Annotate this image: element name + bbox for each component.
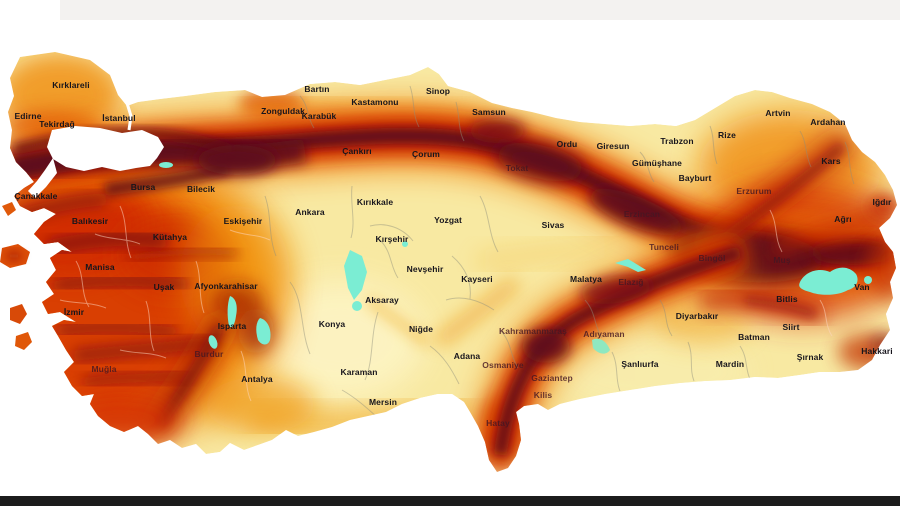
province-label: Niğde <box>409 324 433 334</box>
province-label: Muğla <box>91 364 116 374</box>
lake-tuz-south-shape <box>352 301 362 311</box>
province-label: Afyonkarahisar <box>194 281 258 291</box>
hazard-west-streaks <box>17 192 274 446</box>
province-label: Gümüşhane <box>632 158 682 168</box>
lake-egirdir-shape <box>227 296 237 328</box>
province-label: Tunceli <box>649 242 679 252</box>
letterbox-bar <box>0 496 900 506</box>
lake-tuz-shape <box>344 250 367 300</box>
marmara-sea <box>28 102 164 198</box>
aegean-islands <box>0 202 32 350</box>
province-label: Kütahya <box>153 232 187 242</box>
province-label: Hakkari <box>861 346 892 356</box>
province-label: Sivas <box>542 220 565 230</box>
province-label: Kayseri <box>461 274 492 284</box>
lake-ataturk-reservoir-shape <box>592 338 610 354</box>
province-label: Erzurum <box>736 186 772 196</box>
province-label: Trabzon <box>660 136 693 146</box>
province-label: Tekirdağ <box>39 119 75 129</box>
lake-burdur-shape <box>208 335 218 349</box>
province-label: Adana <box>454 351 481 361</box>
province-label: Yozgat <box>434 215 462 225</box>
province-borders <box>59 85 855 418</box>
province-label: İzmir <box>64 307 85 317</box>
province-label: İstanbul <box>102 113 135 123</box>
province-label: Kırıkkale <box>357 197 394 207</box>
province-label: Malatya <box>570 274 602 284</box>
province-label: Ordu <box>557 139 578 149</box>
province-label: Diyarbakır <box>676 311 719 321</box>
province-label: Isparta <box>218 321 247 331</box>
province-label: Elazığ <box>618 277 643 287</box>
lake-hirfanli-shape <box>402 241 408 247</box>
lake-beysehir-shape <box>256 318 271 345</box>
province-label: Hatay <box>486 418 510 428</box>
province-label: Adıyaman <box>583 329 624 339</box>
province-label: Burdur <box>195 349 225 359</box>
lakes <box>159 118 881 354</box>
province-label: Zonguldak <box>261 106 305 116</box>
province-label: Mardin <box>716 359 744 369</box>
province-label: Çorum <box>412 149 440 159</box>
province-label: Bursa <box>131 182 156 192</box>
province-label: Artvin <box>765 108 790 118</box>
province-label: Tokat <box>506 163 529 173</box>
province-label: Rize <box>718 130 736 140</box>
province-label: Kırklareli <box>52 80 89 90</box>
province-label: Kars <box>821 156 840 166</box>
province-label: Bingöl <box>698 253 725 263</box>
province-label: Uşak <box>154 282 175 292</box>
province-label: Van <box>854 282 869 292</box>
province-label: Kastamonu <box>351 97 398 107</box>
lake-iznik-shape <box>159 162 173 168</box>
province-label: Siirt <box>782 322 799 332</box>
province-label: Manisa <box>85 262 115 272</box>
top-strip <box>60 0 900 20</box>
province-label: Gaziantep <box>531 373 573 383</box>
province-label: Mersin <box>369 397 397 407</box>
province-label: Bayburt <box>679 173 712 183</box>
province-label: Karaman <box>340 367 377 377</box>
province-label: Iğdır <box>873 197 893 207</box>
bosphorus-strait-shape <box>125 102 133 131</box>
province-label: Bitlis <box>776 294 798 304</box>
province-label: Ardahan <box>810 117 845 127</box>
province-label: Çankırı <box>342 146 372 156</box>
province-label: Konya <box>319 319 346 329</box>
province-label: Çanakkale <box>15 191 58 201</box>
province-label: Edirne <box>14 111 41 121</box>
province-label: Ağrı <box>834 214 851 224</box>
lake-van-shape <box>799 267 858 295</box>
province-label: Balıkesir <box>72 216 109 226</box>
province-label: Eskişehir <box>224 216 263 226</box>
province-label: Aksaray <box>365 295 399 305</box>
province-label: Kahramanmaraş <box>499 326 567 336</box>
province-label: Batman <box>738 332 770 342</box>
lake-keban-shape <box>615 259 646 272</box>
province-label: Şanlıurfa <box>621 359 658 369</box>
province-label: Erzincan <box>624 209 660 219</box>
dardanelles-strait-shape <box>28 158 57 198</box>
province-label: Kırşehir <box>376 234 410 244</box>
province-label: Muş <box>773 255 790 265</box>
province-label: Samsun <box>472 107 506 117</box>
province-label: Kilis <box>534 390 553 400</box>
lake-ercek-shape <box>864 276 872 284</box>
province-label: Bilecik <box>187 184 215 194</box>
province-label: Nevşehir <box>407 264 444 274</box>
province-label: Osmaniye <box>482 360 524 370</box>
province-label: Antalya <box>241 374 273 384</box>
province-label: Karabük <box>302 111 337 121</box>
province-label: Bartın <box>304 84 329 94</box>
province-label: Şırnak <box>797 352 824 362</box>
province-label: Sinop <box>426 86 450 96</box>
marmara-sea-shape <box>47 126 164 171</box>
province-label: Giresun <box>597 141 630 151</box>
province-label: Ankara <box>295 207 325 217</box>
